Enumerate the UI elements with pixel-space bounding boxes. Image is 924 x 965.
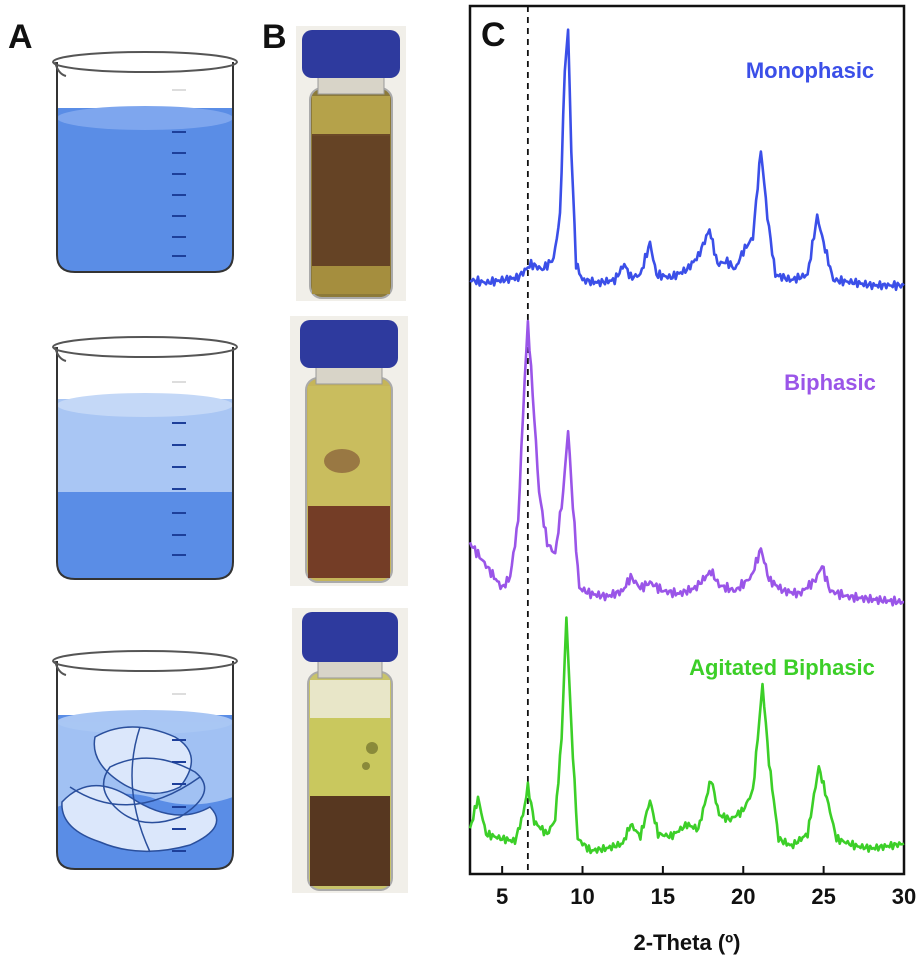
- panel-label-c: C: [481, 16, 506, 54]
- x-axis-label: 2-Theta (º): [633, 930, 740, 955]
- agitated-biphasic-beaker: [52, 650, 238, 870]
- beaker-rim: [52, 51, 238, 73]
- x-tick-label: 10: [570, 884, 594, 909]
- liquid-surface: [57, 106, 233, 130]
- x-tick-label: 25: [811, 884, 835, 909]
- beaker-spout: [54, 61, 67, 77]
- vial-biphasic: [290, 316, 408, 586]
- liquid-layer: [57, 108, 233, 272]
- beaker-rim: [52, 336, 238, 358]
- series-line-biphasic: [468, 319, 905, 607]
- vial-monophasic: [296, 26, 406, 301]
- x-axis: 5 10 15 20 25 30: [496, 866, 916, 909]
- x-tick-label: 5: [496, 884, 508, 909]
- legend-biphasic: Biphasic: [784, 370, 876, 395]
- x-tick-label: 20: [731, 884, 755, 909]
- plot-frame: [468, 4, 906, 876]
- x-tick-label: 15: [651, 884, 675, 909]
- beaker-rim: [52, 650, 238, 672]
- legend-monophasic: Monophasic: [746, 58, 874, 83]
- vial-cap: [302, 612, 398, 662]
- beaker-illustrations: [52, 51, 238, 870]
- monophasic-beaker: [52, 51, 238, 273]
- upper-liquid-layer: [57, 399, 233, 499]
- x-tick-label: 30: [892, 884, 916, 909]
- lower-liquid-layer: [57, 492, 233, 579]
- biphasic-beaker: [52, 336, 238, 580]
- series-line-monophasic: [469, 28, 905, 292]
- vial-cap: [302, 30, 400, 78]
- panel-label-b: B: [262, 18, 287, 56]
- vial-cap: [300, 320, 398, 368]
- legend-agitated-biphasic: Agitated Biphasic: [689, 655, 875, 680]
- panel-label-a: A: [8, 18, 33, 56]
- series-group: [468, 28, 905, 855]
- vial-agitated-biphasic: [292, 608, 408, 893]
- series-line-agitated-biphasic: [468, 616, 905, 855]
